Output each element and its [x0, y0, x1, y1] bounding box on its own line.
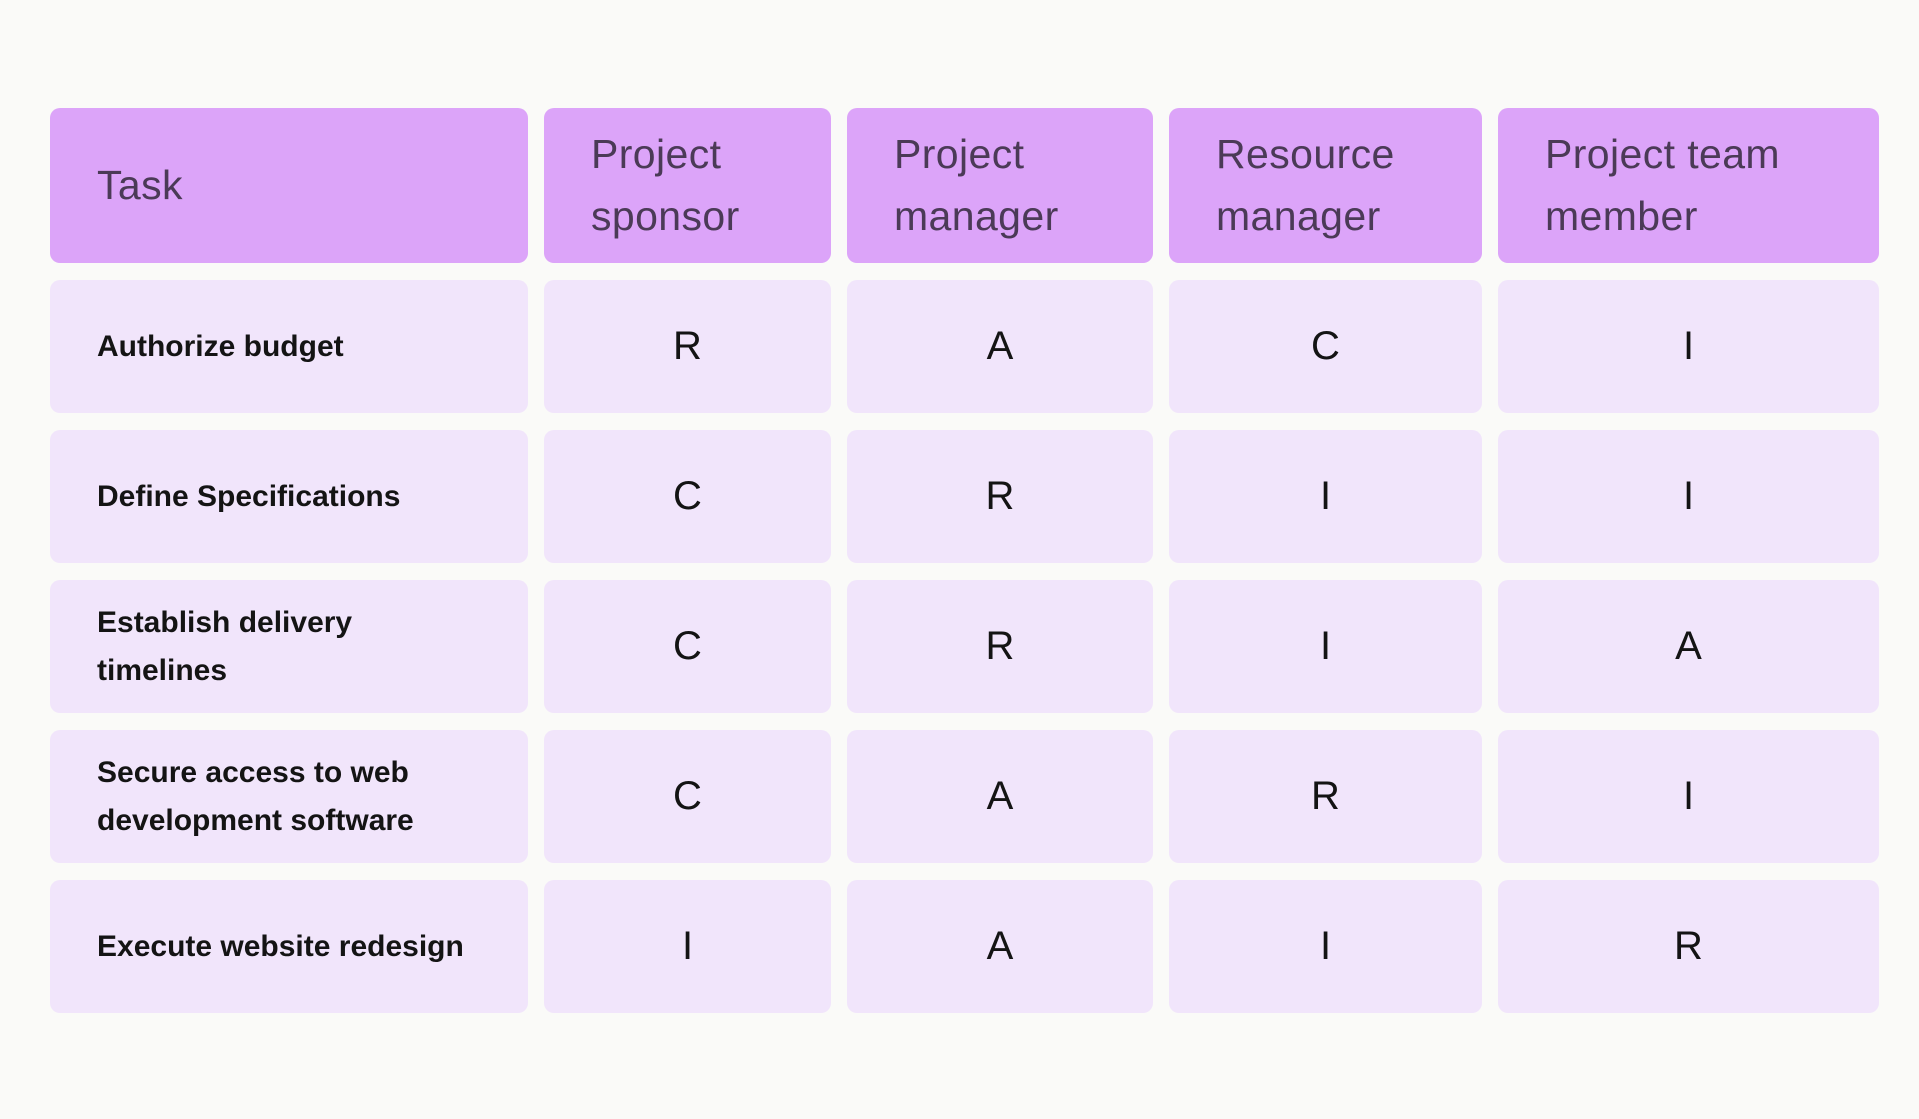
assignment-cell-row5-col3: I: [1169, 880, 1482, 1013]
assignment-cell-row3-col2: R: [847, 580, 1153, 713]
task-cell-authorize-budget: Authorize budget: [50, 280, 528, 413]
assignment-cell-row4-col2: A: [847, 730, 1153, 863]
column-header-task: Task: [50, 108, 528, 263]
assignment-cell-row4-col4: I: [1498, 730, 1879, 863]
task-cell-secure-access-to-web-development-software: Secure access to web development softwar…: [50, 730, 528, 863]
assignment-cell-row2-col1: C: [544, 430, 831, 563]
column-header-resource-manager: Resource manager: [1169, 108, 1482, 263]
assignment-cell-row1-col4: I: [1498, 280, 1879, 413]
assignment-cell-row4-col1: C: [544, 730, 831, 863]
column-header-project-team-member: Project team member: [1498, 108, 1879, 263]
raci-matrix-table: Task Project sponsor Project manager Resour…: [50, 108, 1879, 1013]
assignment-cell-row5-col4: R: [1498, 880, 1879, 1013]
assignment-cell-row3-col1: C: [544, 580, 831, 713]
assignment-cell-row3-col4: A: [1498, 580, 1879, 713]
task-cell-establish-delivery-timelines: Establish delivery timelines: [50, 580, 528, 713]
assignment-cell-row2-col3: I: [1169, 430, 1482, 563]
task-cell-define-specifications: Define Specifications: [50, 430, 528, 563]
column-header-project-sponsor: Project sponsor: [544, 108, 831, 263]
assignment-cell-row2-col2: R: [847, 430, 1153, 563]
assignment-cell-row1-col1: R: [544, 280, 831, 413]
assignment-cell-row5-col2: A: [847, 880, 1153, 1013]
assignment-cell-row1-col2: A: [847, 280, 1153, 413]
assignment-cell-row1-col3: C: [1169, 280, 1482, 413]
assignment-cell-row5-col1: I: [544, 880, 831, 1013]
assignment-cell-row3-col3: I: [1169, 580, 1482, 713]
column-header-project-manager: Project manager: [847, 108, 1153, 263]
task-cell-execute-website-redesign: Execute website redesign: [50, 880, 528, 1013]
assignment-cell-row2-col4: I: [1498, 430, 1879, 563]
assignment-cell-row4-col3: R: [1169, 730, 1482, 863]
